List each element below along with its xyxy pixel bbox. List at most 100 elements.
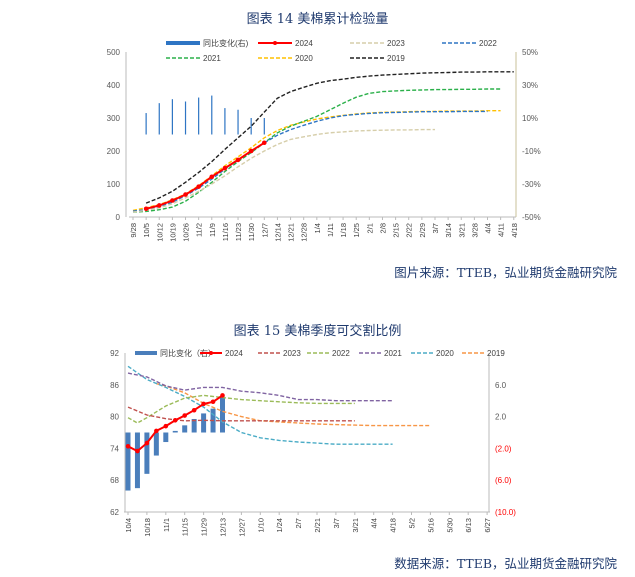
x-tick-label: 3/21	[457, 223, 466, 238]
bar-yoy-change	[211, 95, 213, 135]
bar-yoy-change	[224, 108, 226, 135]
y2-tick-label: 10%	[522, 114, 538, 123]
y2-tick-label: 30%	[522, 81, 538, 90]
series-line-2023	[127, 406, 355, 422]
y-tick-label: 400	[107, 81, 121, 90]
y2-tick-label: 50%	[522, 48, 538, 57]
x-tick-label: 5/30	[445, 518, 454, 533]
y2-tick-label: -30%	[522, 180, 541, 189]
x-tick-label: 5/2	[408, 518, 417, 528]
legend-label: 2021	[384, 349, 402, 358]
series-marker-2024	[135, 448, 140, 454]
x-tick-label: 3/7	[431, 223, 440, 233]
x-tick-label: 4/18	[510, 223, 519, 238]
x-tick-label: 11/2	[195, 223, 204, 237]
x-tick-label: 2/21	[313, 518, 322, 533]
y2-tick-label: (6.0)	[495, 476, 512, 485]
x-tick-label: 10/4	[124, 518, 133, 533]
x-tick-label: 11/29	[200, 518, 209, 536]
series-marker-2024	[143, 206, 149, 212]
legend-label: 2022	[479, 39, 497, 48]
bar-yoy-change	[191, 418, 197, 433]
y2-tick-label: (2.0)	[495, 444, 512, 453]
x-tick-label: 11/16	[221, 223, 230, 241]
bar-yoy-change	[172, 430, 178, 433]
x-tick-label: 2/7	[294, 518, 303, 528]
bar-yoy-change	[144, 432, 150, 474]
series-line-2021	[132, 88, 501, 213]
y-tick-label: 200	[107, 147, 121, 156]
series-marker-2024	[201, 401, 206, 407]
x-tick-label: 5/16	[426, 518, 435, 533]
x-tick-label: 12/13	[219, 518, 228, 537]
x-tick-label: 4/18	[389, 518, 398, 533]
bar-yoy-change	[163, 432, 169, 443]
x-tick-label: 12/14	[273, 223, 282, 242]
series-marker-2024	[235, 157, 241, 163]
y-tick-label: 100	[107, 180, 121, 189]
legend-label: 2024	[225, 349, 243, 358]
legend-swatch-bar	[135, 351, 157, 355]
y2-tick-label: 6.0	[495, 381, 507, 390]
x-tick-label: 10/18	[143, 518, 152, 537]
x-tick-label: 4/4	[370, 518, 379, 528]
x-tick-label: 1/25	[352, 223, 361, 238]
x-tick-label: 11/30	[247, 223, 256, 241]
x-tick-label: 1/24	[275, 518, 284, 533]
x-tick-label: 11/15	[181, 518, 190, 536]
series-marker-2024	[209, 174, 215, 180]
x-tick-label: 4/4	[484, 223, 493, 233]
y2-tick-label: 2.0	[495, 413, 507, 422]
series-marker-2024	[125, 443, 131, 449]
x-tick-label: 12/21	[287, 223, 296, 242]
series-marker-2024	[144, 440, 150, 446]
bar-yoy-change	[250, 118, 252, 135]
x-tick-label: 10/19	[168, 223, 177, 242]
legend-label: 2021	[203, 54, 221, 63]
series-marker-2024	[183, 192, 188, 197]
chart1-source: 图片来源：TTEB，弘业期货金融研究院	[394, 265, 617, 280]
x-tick-label: 1/10	[256, 518, 265, 533]
x-tick-label: 3/28	[470, 223, 479, 238]
bar-yoy-change	[158, 103, 160, 135]
legend-label: 2020	[295, 54, 313, 63]
bar-yoy-change	[171, 99, 173, 135]
series-line-2022	[132, 110, 488, 212]
legend-label: 2020	[436, 349, 454, 358]
y-tick-label: 92	[110, 349, 119, 358]
series-marker-2024	[182, 413, 187, 418]
bar-yoy-change	[184, 101, 187, 135]
bar-yoy-change	[263, 118, 265, 135]
bar-yoy-change	[237, 109, 239, 135]
legend-marker	[273, 41, 277, 45]
legend-label: 2023	[283, 349, 301, 358]
series-marker-2024	[163, 423, 169, 429]
y-tick-label: 500	[107, 48, 121, 57]
y2-tick-label: (10.0)	[495, 508, 516, 517]
y-tick-label: 0	[116, 213, 121, 222]
series-marker-2024	[170, 198, 175, 203]
series-marker-2024	[196, 184, 201, 189]
series-marker-2024	[191, 407, 197, 413]
x-tick-label: 10/12	[155, 223, 164, 242]
series-marker-2024	[172, 418, 178, 423]
x-tick-label: 1/18	[339, 223, 348, 238]
series-marker-2024	[220, 393, 225, 398]
x-tick-label: 3/21	[351, 518, 360, 533]
legend-label: 同比变化(右)	[203, 38, 249, 48]
x-tick-label: 12/28	[300, 223, 309, 242]
bar-yoy-change	[182, 425, 188, 433]
x-tick-label: 11/1	[162, 518, 171, 532]
series-marker-2024	[156, 203, 162, 208]
y-tick-label: 62	[110, 508, 119, 517]
x-tick-label: 11/9	[208, 223, 217, 237]
chart1-title: 图表 14 美棉累计检验量	[246, 12, 389, 27]
legend-marker	[209, 351, 213, 355]
legend-swatch-bar	[166, 41, 200, 45]
series-line-2021	[127, 372, 393, 402]
y2-tick-label: -10%	[522, 147, 541, 156]
series-marker-2024	[210, 399, 216, 405]
x-tick-label: 1/11	[326, 223, 335, 237]
